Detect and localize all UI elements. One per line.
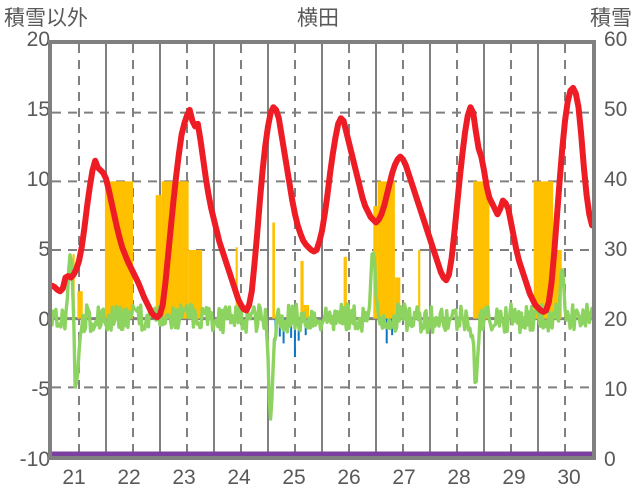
left-tick-m5: -5 (31, 378, 50, 401)
snow-bar-11 (343, 256, 347, 319)
x-tick-24: 24 (227, 466, 251, 489)
x-tick-21: 21 (62, 466, 86, 489)
negative-bar-7 (385, 318, 388, 344)
plot-inner (52, 44, 592, 456)
left-tick-5: 5 (38, 238, 50, 261)
x-tick-22: 22 (117, 466, 141, 489)
x-tick-26: 26 (337, 466, 361, 489)
chart-canvas (52, 44, 592, 456)
right-tick-10: 10 (604, 378, 628, 401)
snow-bar-5 (188, 250, 203, 319)
right-tick-50: 50 (604, 98, 628, 121)
x-tick-29: 29 (502, 466, 526, 489)
right-tick-60: 60 (604, 28, 628, 51)
left-tick-0: 0 (38, 308, 50, 331)
x-tick-23: 23 (172, 466, 196, 489)
snow-bar-9 (300, 260, 304, 319)
left-tick-20: 20 (26, 28, 50, 51)
left-tick-10: 10 (26, 168, 50, 191)
snow-bar-6 (235, 247, 238, 319)
temperature-line (52, 84, 592, 321)
x-tick-27: 27 (392, 466, 416, 489)
green-trace (52, 251, 592, 421)
right-tick-30: 30 (604, 238, 628, 261)
snow-bar-16 (418, 250, 421, 319)
right-axis-title: 積雪 (590, 7, 632, 30)
page-title: 横田 (297, 7, 339, 30)
x-tick-25: 25 (282, 466, 306, 489)
negative-bar-4 (293, 318, 296, 358)
left-tick-15: 15 (26, 98, 50, 121)
right-tick-20: 20 (604, 308, 628, 331)
snow-bar-3 (155, 195, 162, 319)
snow-bar-17 (473, 181, 490, 319)
left-tick-m10: -10 (19, 448, 50, 471)
x-tick-30: 30 (557, 466, 581, 489)
snow-bar-18 (533, 181, 538, 319)
snow-bar-20 (553, 250, 562, 319)
right-tick-0: 0 (604, 448, 616, 471)
plot-area[interactable] (48, 40, 596, 460)
right-tick-40: 40 (604, 168, 628, 191)
snow-bar-10 (303, 304, 310, 319)
snow-bar-1 (77, 291, 83, 319)
negative-bar-3 (290, 318, 293, 338)
snow-bar-8 (272, 222, 276, 319)
left-axis-title: 積雪以外 (4, 7, 88, 30)
x-tick-28: 28 (447, 466, 471, 489)
snow-bar-15 (394, 277, 401, 319)
